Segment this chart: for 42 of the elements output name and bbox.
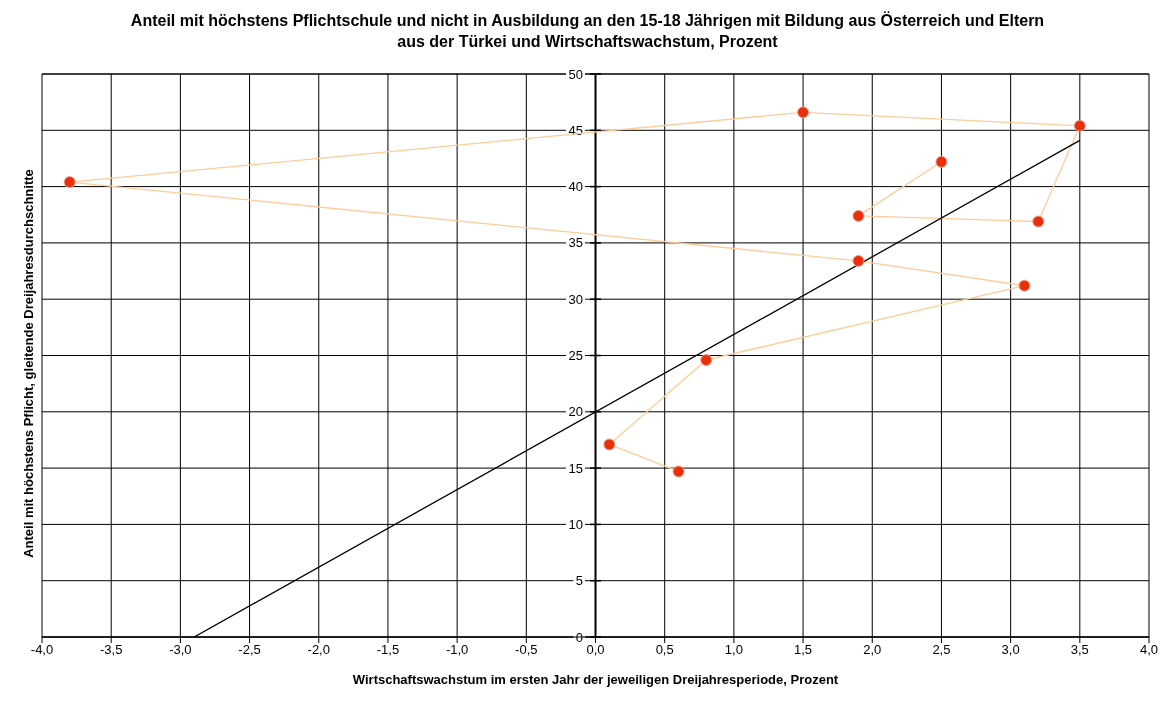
chart-title: Anteil mit höchstens Pflichtschule und nicht in Ausbildung an den 15-18 Jährigen mit Bildung aus Österreich und Eltern aus der Türkei und Wirtschaftswachstum, Prozent	[129, 10, 1046, 52]
point	[700, 354, 713, 366]
point	[63, 176, 76, 189]
y-tick-label: 30	[568, 291, 583, 307]
x-axis-title: Wirtschaftswachstum im ersten Jahr der jeweiligen Dreijahresperiode, Prozent	[352, 672, 839, 687]
x-tick-label: 2,0	[863, 642, 882, 658]
x-tick-label: 3,0	[1001, 642, 1020, 658]
point	[1018, 279, 1031, 292]
x-tick-label: -1,0	[445, 642, 469, 658]
y-tick-label: 35	[568, 235, 583, 251]
y-tick-label: 25	[568, 348, 583, 363]
x-tick-label: -3,5	[99, 642, 123, 658]
y-tick-label: 50	[568, 66, 583, 82]
y-tick-label: 20	[568, 404, 583, 420]
y-tick-label: 45	[568, 122, 583, 138]
point	[852, 209, 865, 222]
point	[672, 465, 685, 478]
x-tick-label: 2,5	[932, 642, 951, 658]
point	[603, 438, 616, 451]
x-tick-label: -0,5	[515, 642, 538, 658]
x-tick-label: -4,0	[30, 642, 54, 658]
x-tick-label: 1,5	[794, 642, 813, 658]
y-tick-label: 40	[568, 179, 583, 195]
point	[1073, 119, 1086, 132]
x-tick-label: -2,0	[307, 642, 330, 658]
x-tick-label: -1,5	[376, 642, 400, 658]
y-tick-label: 0	[575, 629, 583, 645]
x-tick-label: 3,5	[1070, 642, 1089, 658]
y-tick-label: 10	[568, 516, 583, 532]
x-tick-label: 0,0	[586, 642, 605, 658]
y-axis-title: Anteil mit höchstens Pflicht, gleitende Dreijahresdurchschnitte	[20, 169, 36, 558]
y-tick-label: 15	[568, 460, 583, 476]
x-tick-label: 0,5	[655, 642, 674, 658]
x-tick-label: 4,0	[1139, 642, 1159, 658]
point	[797, 106, 810, 119]
x-tick-label: 1,0	[724, 642, 743, 658]
point	[852, 254, 865, 267]
x-tick-label: -2,5	[238, 642, 261, 658]
point	[1032, 215, 1045, 228]
point	[935, 155, 948, 168]
x-tick-label: -3,0	[169, 642, 192, 658]
y-tick-label: 5	[575, 573, 583, 589]
